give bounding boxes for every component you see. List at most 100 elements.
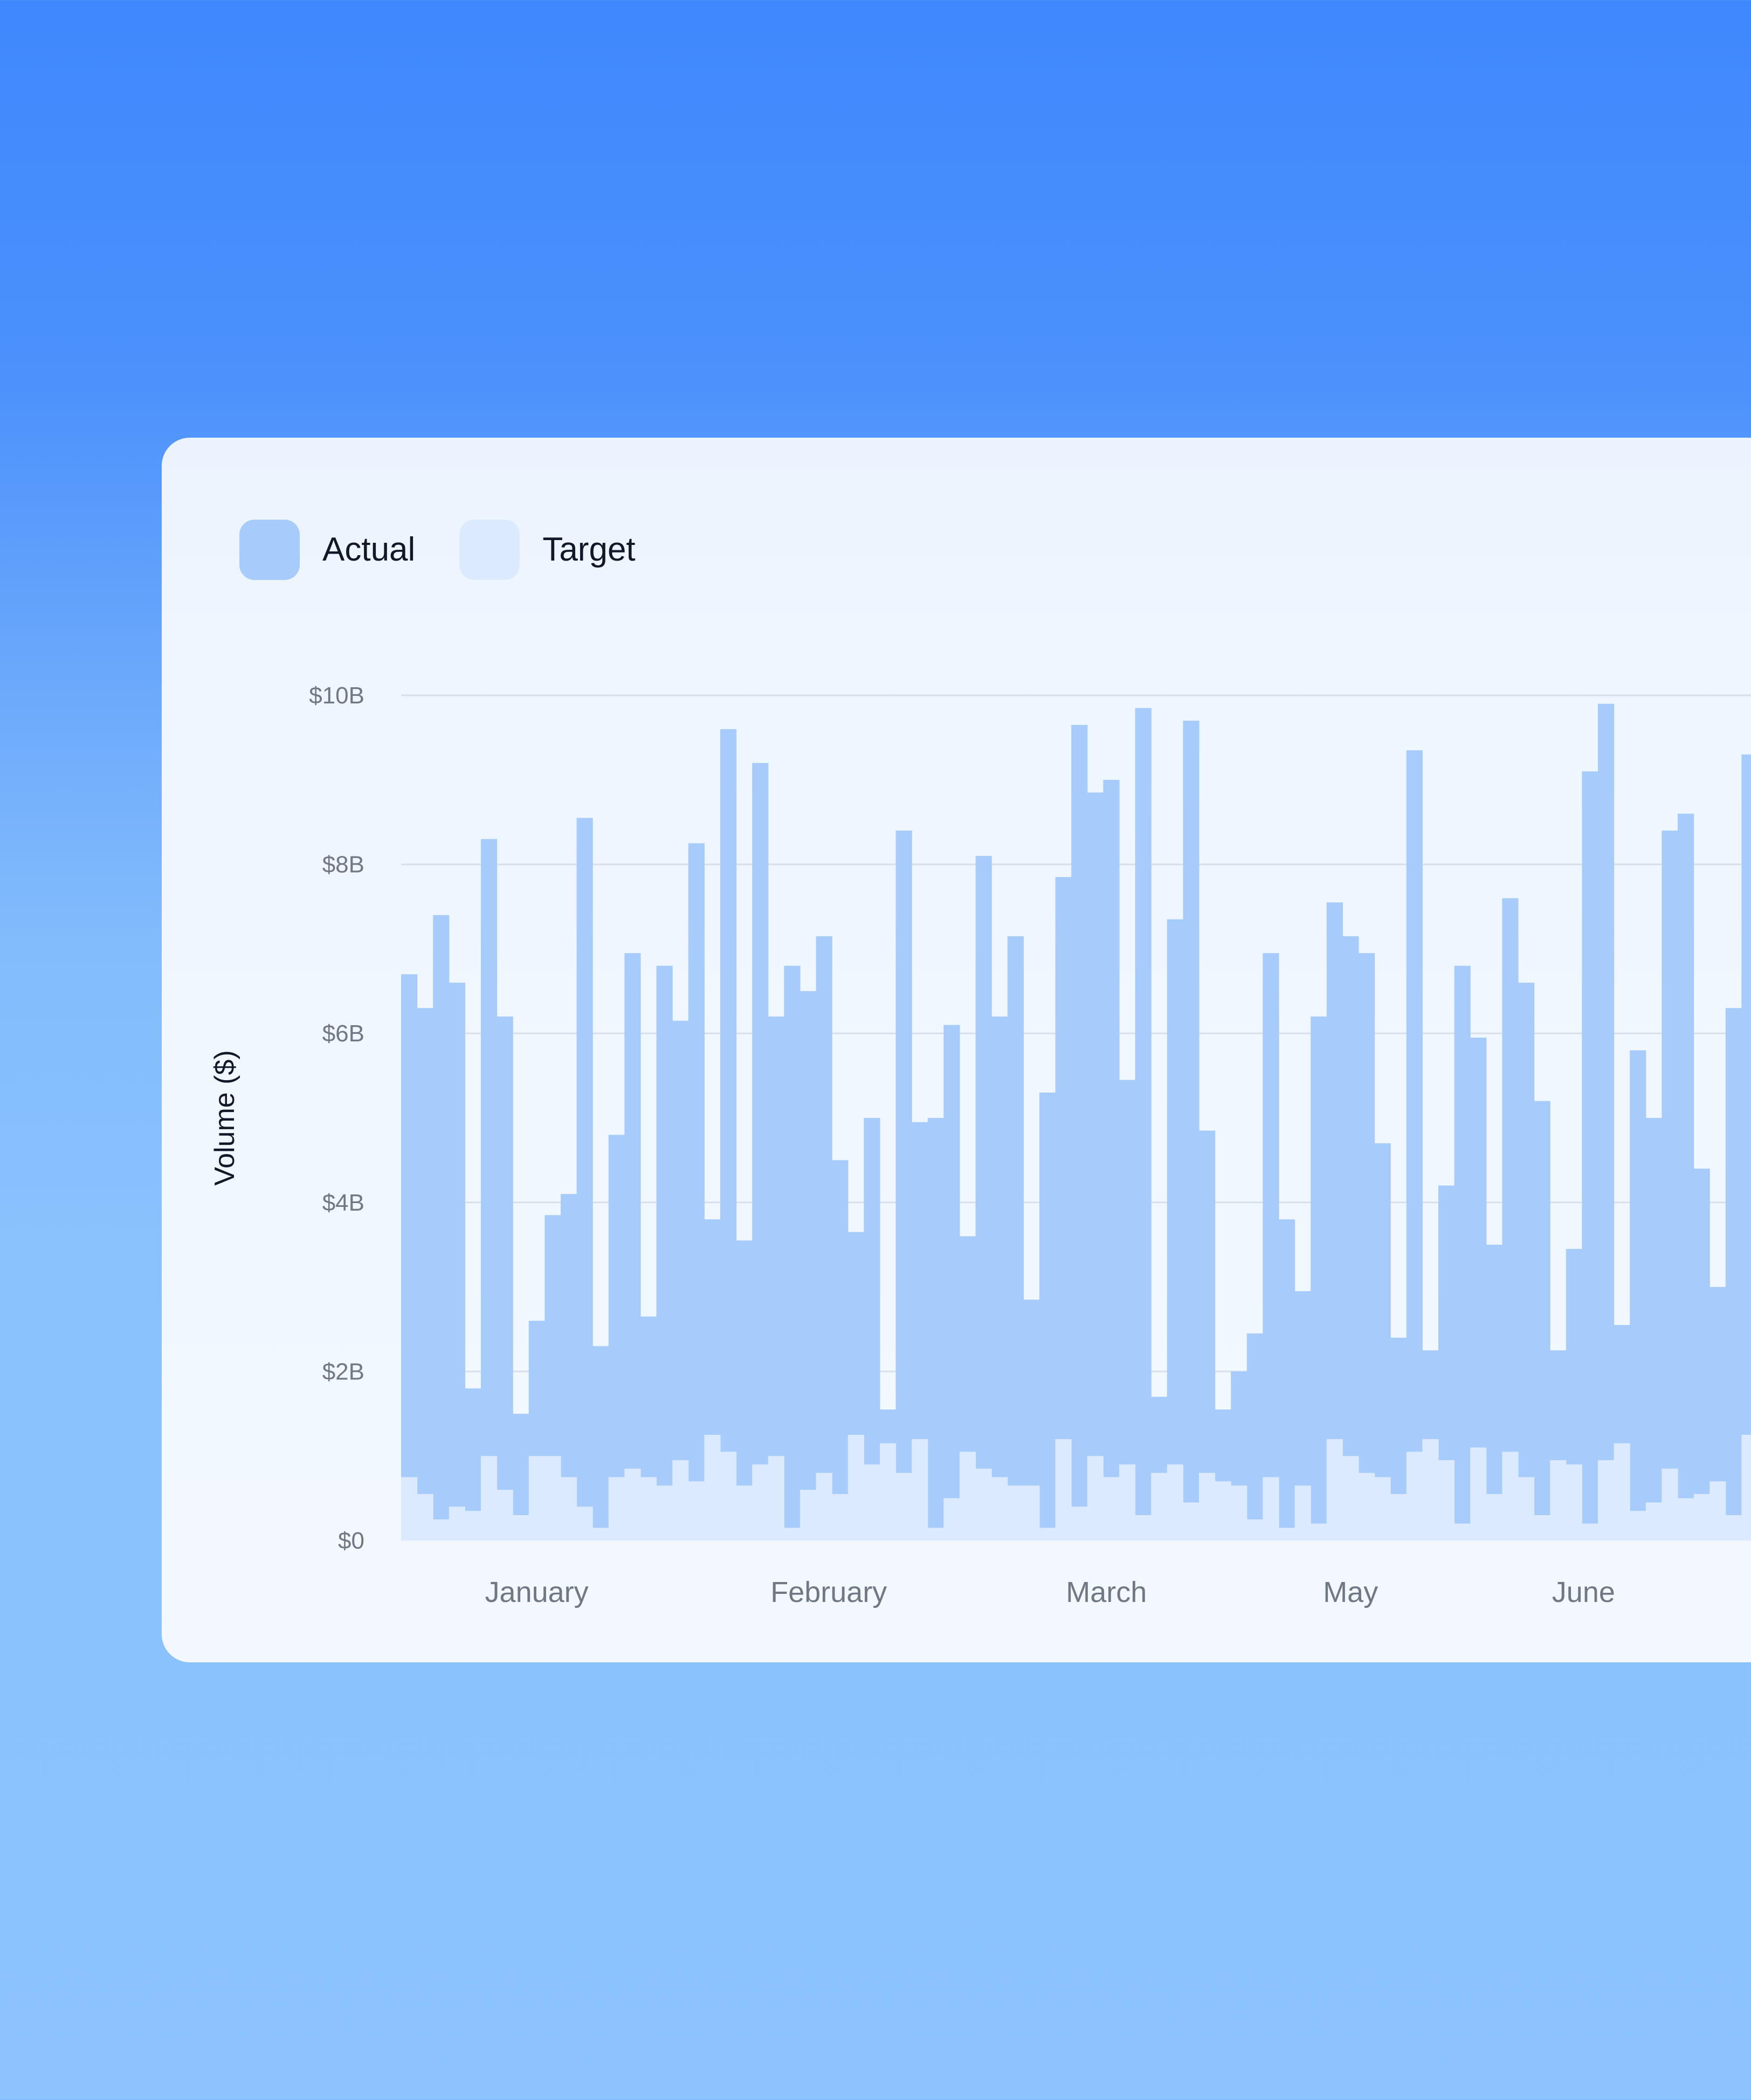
target-bar: [576, 1507, 593, 1541]
target-bar: [1087, 1456, 1104, 1541]
target-bar: [1311, 1523, 1327, 1541]
target-bar: [1007, 1486, 1024, 1541]
target-bar: [465, 1511, 481, 1541]
actual-bar: [672, 1020, 689, 1541]
actual-bar: [1406, 750, 1423, 1541]
target-bar: [1071, 1507, 1088, 1541]
target-bar: [1055, 1439, 1072, 1541]
actual-bar: [433, 915, 450, 1541]
actual-bar: [1342, 936, 1359, 1541]
target-bar: [1502, 1452, 1519, 1541]
actual-bar: [975, 855, 992, 1541]
target-bar: [1645, 1502, 1662, 1541]
target-bar: [1374, 1477, 1391, 1541]
target-bar: [1534, 1515, 1550, 1541]
target-bar: [1518, 1477, 1535, 1541]
legend-swatch-actual: [239, 520, 300, 580]
y-tick-label: $4B: [322, 1190, 364, 1216]
target-bar: [1359, 1473, 1375, 1541]
bar-chart: $0 $2B $4B $6B $8B $10B January February March M…: [209, 682, 1751, 1608]
target-bar: [832, 1494, 849, 1541]
target-bar: [864, 1464, 880, 1541]
actual-bar: [1359, 953, 1375, 1541]
actual-bar: [1693, 1169, 1710, 1541]
actual-bar: [1454, 965, 1471, 1541]
actual-bar: [1582, 771, 1598, 1541]
target-bar: [1582, 1523, 1598, 1541]
target-bar: [784, 1528, 801, 1541]
target-bar: [1119, 1464, 1136, 1541]
target-bar: [592, 1528, 609, 1541]
target-bar: [1342, 1456, 1359, 1541]
target-bar: [401, 1477, 418, 1541]
target-bar: [624, 1468, 641, 1541]
actual-bar: [991, 1016, 1008, 1541]
target-bar: [417, 1494, 433, 1541]
target-bar: [736, 1486, 753, 1541]
target-bar: [1279, 1528, 1295, 1541]
actual-bar: [720, 729, 737, 1541]
bars: [401, 703, 1751, 1541]
legend-label-actual: Actual: [322, 531, 416, 568]
x-tick-label: May: [1323, 1576, 1378, 1608]
target-bar: [1630, 1511, 1646, 1541]
actual-bar: [1725, 1008, 1742, 1541]
target-bar: [895, 1473, 912, 1541]
target-bar: [561, 1477, 577, 1541]
legend-item-target: Target: [459, 520, 636, 580]
target-bar: [608, 1477, 625, 1541]
actual-bar: [832, 1160, 849, 1541]
legend-label-target: Target: [542, 531, 636, 568]
target-bar: [513, 1515, 529, 1541]
target-bar: [1454, 1523, 1471, 1541]
actual-bar: [768, 1016, 784, 1541]
target-bar: [1678, 1498, 1694, 1541]
target-bar: [528, 1456, 545, 1541]
target-bar: [1039, 1528, 1056, 1541]
actual-bar: [1374, 1143, 1391, 1541]
actual-bar: [497, 1016, 513, 1541]
y-tick-label: $0: [338, 1528, 364, 1554]
actual-bar: [1167, 919, 1183, 1541]
x-tick-label: June: [1552, 1576, 1615, 1608]
target-bar: [768, 1456, 784, 1541]
legend-item-actual: Actual: [239, 520, 415, 580]
target-bar: [943, 1498, 960, 1541]
target-bar: [1566, 1464, 1582, 1541]
target-bar: [1023, 1486, 1040, 1541]
target-bar: [927, 1528, 944, 1541]
actual-bar: [656, 965, 673, 1541]
actual-bar: [895, 830, 912, 1541]
actual-bar: [417, 1008, 433, 1541]
target-bar: [1662, 1468, 1678, 1541]
target-bar: [1598, 1460, 1615, 1541]
actual-bar: [1326, 902, 1343, 1541]
y-tick-label: $8B: [322, 852, 364, 878]
target-bar: [720, 1452, 737, 1541]
target-bar: [1725, 1515, 1742, 1541]
target-bar: [1614, 1443, 1630, 1541]
y-tick-label: $6B: [322, 1020, 364, 1047]
target-bar: [1741, 1435, 1751, 1541]
actual-bar: [1518, 983, 1535, 1541]
actual-bar: [943, 1025, 960, 1541]
target-bar: [704, 1435, 721, 1541]
y-axis-label: Volume ($): [209, 1050, 240, 1185]
actual-bar: [1119, 1080, 1136, 1541]
target-bar: [497, 1489, 513, 1541]
target-bar: [1422, 1439, 1439, 1541]
x-tick-label: January: [485, 1576, 589, 1608]
target-bar: [991, 1477, 1008, 1541]
target-bar: [1294, 1486, 1311, 1541]
actual-bar: [1486, 1245, 1502, 1541]
legend: Actual Target: [239, 520, 680, 580]
x-tick-label: February: [770, 1576, 887, 1608]
actual-bar: [1630, 1050, 1646, 1541]
actual-bar: [576, 818, 593, 1541]
target-bar: [449, 1507, 465, 1541]
actual-bar: [1055, 877, 1072, 1541]
target-bar: [1693, 1494, 1710, 1541]
actual-bar: [1502, 898, 1519, 1541]
actual-bar: [1311, 1016, 1327, 1541]
target-bar: [880, 1443, 897, 1541]
